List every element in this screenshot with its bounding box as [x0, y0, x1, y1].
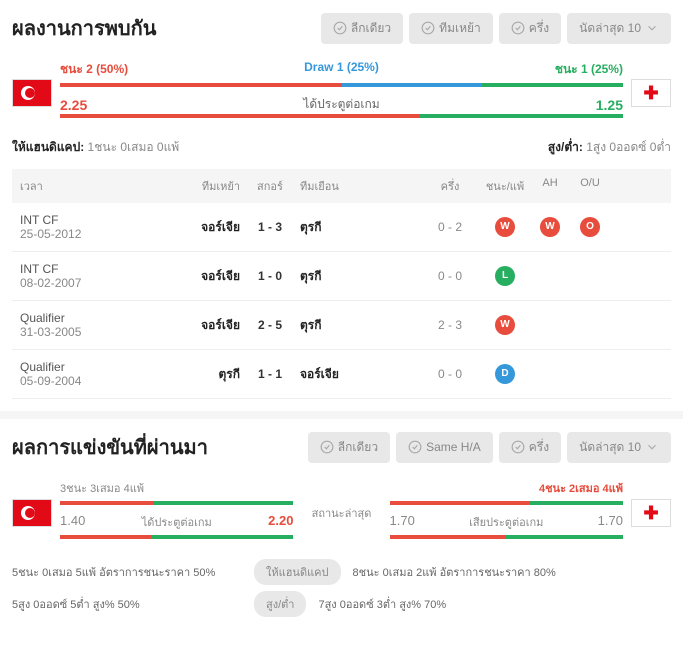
- h2h-filters: ลีกเดียว ทีมเหย้า ครึ่ง นัดล่าสุด 10: [321, 13, 671, 44]
- ou-label: สูง/ต่ำ:: [548, 140, 583, 154]
- win-bar: [60, 83, 623, 87]
- col-away: ทีมเยือน: [300, 177, 420, 195]
- filter-last10-r[interactable]: นัดล่าสุด 10: [567, 432, 671, 463]
- win-draw: Draw 1 (25%): [304, 60, 379, 79]
- flag-turkey-r: [12, 499, 52, 527]
- odds-left: 2.25: [60, 97, 87, 113]
- flag-georgia: [631, 79, 671, 107]
- filter-league[interactable]: ลีกเดียว: [321, 13, 403, 44]
- win-left: ชนะ 2 (50%): [60, 60, 128, 79]
- filter-home[interactable]: ทีมเหย้า: [409, 13, 493, 44]
- filter-league-r[interactable]: ลีกเดียว: [308, 432, 390, 463]
- col-ou: O/U: [570, 177, 610, 195]
- col-half: ครึ่ง: [420, 177, 480, 195]
- col-time: เวลา: [20, 177, 120, 195]
- col-score: สกอร์: [240, 177, 300, 195]
- filter-last10[interactable]: นัดล่าสุด 10: [567, 13, 671, 44]
- col-home: ทีมเหย้า: [120, 177, 240, 195]
- table-row[interactable]: Qualifier05-09-2004ตุรกี1 - 1จอร์เจีย0 -…: [12, 350, 671, 399]
- col-wl: ชนะ/แพ้: [480, 177, 530, 195]
- col-ah: AH: [530, 177, 570, 195]
- recent-section: ผลการแข่งขันที่ผ่านมา ลีกเดียว Same H/A …: [0, 419, 683, 635]
- right-odds-l: 1.70: [390, 513, 415, 531]
- table-row[interactable]: INT CF25-05-2012จอร์เจีย1 - 3ตุรกี0 - 2W…: [12, 203, 671, 252]
- right-record: 4ชนะ 2เสมอ 4แพ้: [390, 479, 624, 497]
- h2h-table: เวลา ทีมเหย้า สกอร์ ทีมเยือน ครึ่ง ชนะ/แ…: [12, 169, 671, 399]
- filter-half[interactable]: ครึ่ง: [499, 13, 561, 44]
- right-odds-r: 1.70: [598, 513, 623, 531]
- flag-georgia-r: [631, 499, 671, 527]
- table-row[interactable]: INT CF08-02-2007จอร์เจีย1 - 0ตุรกี0 - 0L: [12, 252, 671, 301]
- summary-row: 5ชนะ 0เสมอ 5แพ้ อัตราการชนะราคา 50%ให้แฮ…: [12, 559, 671, 585]
- left-odds-r: 2.20: [268, 513, 293, 531]
- left-odds-l: 1.40: [60, 513, 85, 531]
- h2h-section: ผลงานการพบกัน ลีกเดียว ทีมเหย้า ครึ่ง นั…: [0, 0, 683, 411]
- win-right: ชนะ 1 (25%): [555, 60, 623, 79]
- odds-mid: ได้ประตูต่อเกม: [303, 95, 379, 114]
- handicap-val: 1ชนะ 0เสมอ 0แพ้: [88, 140, 180, 154]
- filter-half-r[interactable]: ครึ่ง: [499, 432, 561, 463]
- right-odds-label: เสียประตูต่อเกม: [469, 513, 543, 531]
- left-record: 3ชนะ 3เสมอ 4แพ้: [60, 479, 294, 497]
- left-odds-label: ได้ประตูต่อเกม: [142, 513, 212, 531]
- ou-val: 1สูง 0ออดซ์ 0ต่ำ: [586, 140, 671, 154]
- recent-filters: ลีกเดียว Same H/A ครึ่ง นัดล่าสุด 10: [308, 432, 671, 463]
- h2h-title: ผลงานการพบกัน: [12, 12, 156, 44]
- table-row[interactable]: Qualifier31-03-2005จอร์เจีย2 - 5ตุรกี2 -…: [12, 301, 671, 350]
- odds-bar: [60, 114, 623, 118]
- flag-turkey: [12, 79, 52, 107]
- handicap-label: ให้แฮนดิแคป:: [12, 140, 84, 154]
- filter-sameha[interactable]: Same H/A: [396, 432, 493, 463]
- odds-right: 1.25: [596, 97, 623, 113]
- recent-mid: สถานะล่าสุด: [302, 504, 382, 522]
- recent-title: ผลการแข่งขันที่ผ่านมา: [12, 431, 208, 463]
- summary-row: 5สูง 0ออดซ์ 5ต่ำ สูง% 50%สูง/ต่ำ7สูง 0ออ…: [12, 591, 671, 617]
